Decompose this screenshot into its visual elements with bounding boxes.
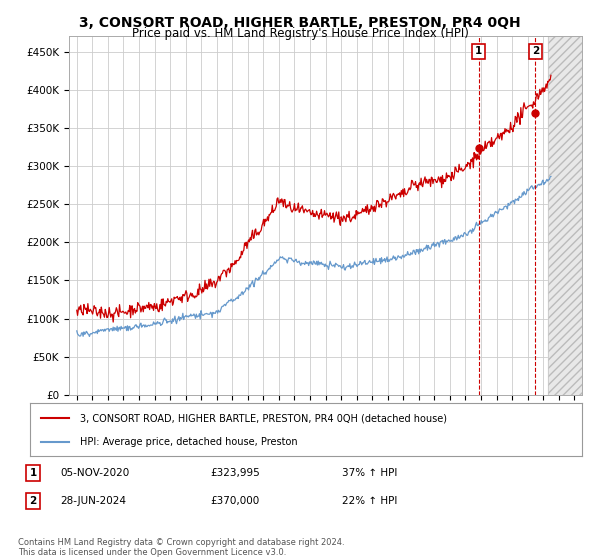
Text: 28-JUN-2024: 28-JUN-2024: [60, 496, 126, 506]
Text: 3, CONSORT ROAD, HIGHER BARTLE, PRESTON, PR4 0QH (detached house): 3, CONSORT ROAD, HIGHER BARTLE, PRESTON,…: [80, 413, 446, 423]
Text: 37% ↑ HPI: 37% ↑ HPI: [342, 468, 397, 478]
Bar: [548, 36, 582, 395]
Text: HPI: Average price, detached house, Preston: HPI: Average price, detached house, Pres…: [80, 436, 298, 446]
Text: 1: 1: [475, 46, 482, 57]
Text: 3, CONSORT ROAD, HIGHER BARTLE, PRESTON, PR4 0QH: 3, CONSORT ROAD, HIGHER BARTLE, PRESTON,…: [79, 16, 521, 30]
Text: Contains HM Land Registry data © Crown copyright and database right 2024.
This d: Contains HM Land Registry data © Crown c…: [18, 538, 344, 557]
Text: 1: 1: [29, 468, 37, 478]
Text: £323,995: £323,995: [210, 468, 260, 478]
Text: 05-NOV-2020: 05-NOV-2020: [60, 468, 129, 478]
Text: £370,000: £370,000: [210, 496, 259, 506]
Text: 2: 2: [29, 496, 37, 506]
Text: Price paid vs. HM Land Registry's House Price Index (HPI): Price paid vs. HM Land Registry's House …: [131, 27, 469, 40]
Text: 22% ↑ HPI: 22% ↑ HPI: [342, 496, 397, 506]
Text: 2: 2: [532, 46, 539, 57]
